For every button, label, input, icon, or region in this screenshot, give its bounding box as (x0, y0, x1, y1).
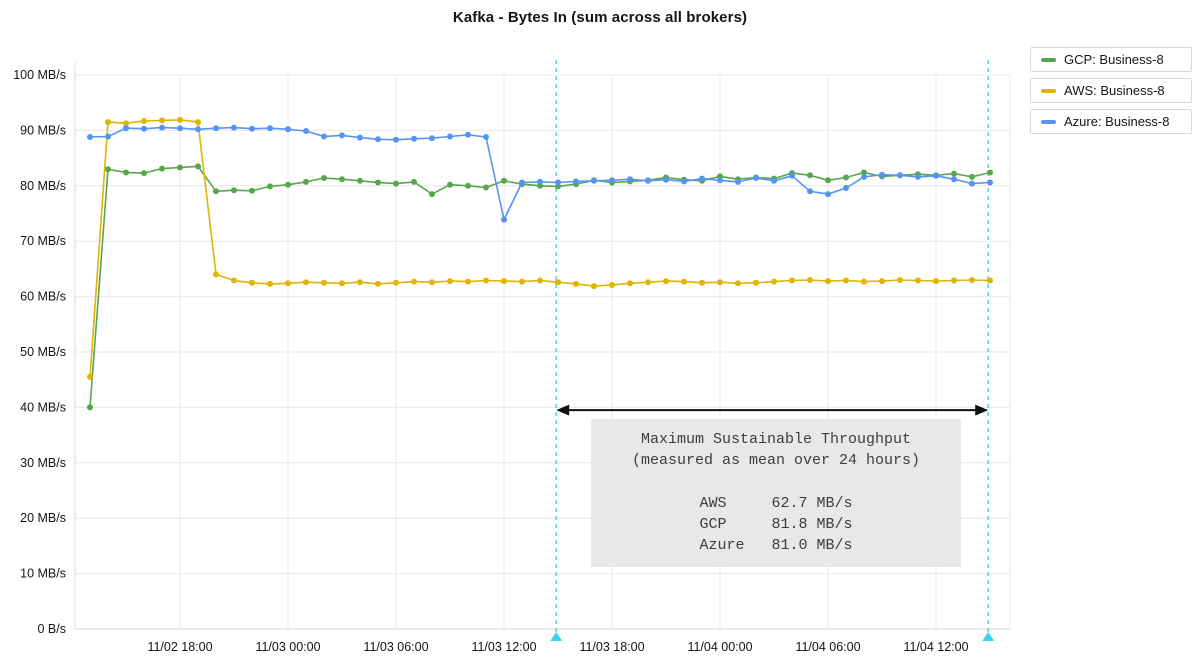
annotation-text: Maximum Sustainable Throughput (measured… (631, 431, 921, 555)
svg-text:100 MB/s: 100 MB/s (13, 68, 66, 82)
legend-swatch-azure-icon (1041, 119, 1056, 124)
svg-text:11/04 12:00: 11/04 12:00 (903, 640, 968, 654)
annotation-window-markers[interactable] (550, 60, 995, 641)
series-aws[interactable] (87, 116, 993, 380)
annotation-marker-triangle-icon (550, 632, 563, 641)
legend-label-azure: Azure: Business-8 (1064, 114, 1170, 129)
svg-text:10 MB/s: 10 MB/s (20, 567, 66, 581)
annotation-marker-triangle-icon (982, 632, 995, 641)
annotation-box: Maximum Sustainable Throughput (measured… (591, 419, 961, 567)
legend-item-gcp[interactable]: GCP: Business-8 (1030, 47, 1192, 72)
svg-text:11/04 06:00: 11/04 06:00 (795, 640, 860, 654)
svg-text:30 MB/s: 30 MB/s (20, 456, 66, 470)
svg-text:70 MB/s: 70 MB/s (20, 234, 66, 248)
measurement-arrow (556, 404, 989, 416)
legend-label-gcp: GCP: Business-8 (1064, 52, 1164, 67)
series-gcp[interactable] (87, 163, 993, 411)
svg-text:11/03 06:00: 11/03 06:00 (363, 640, 428, 654)
legend-label-aws: AWS: Business-8 (1064, 83, 1165, 98)
svg-text:11/04 00:00: 11/04 00:00 (687, 640, 752, 654)
svg-text:90 MB/s: 90 MB/s (20, 123, 66, 137)
series-azure[interactable] (87, 124, 993, 223)
legend-swatch-aws-icon (1041, 88, 1056, 93)
svg-text:11/03 12:00: 11/03 12:00 (471, 640, 536, 654)
svg-text:0 B/s: 0 B/s (38, 622, 67, 636)
svg-text:11/03 00:00: 11/03 00:00 (255, 640, 320, 654)
legend-item-azure[interactable]: Azure: Business-8 (1030, 109, 1192, 134)
legend-item-aws[interactable]: AWS: Business-8 (1030, 78, 1192, 103)
svg-text:40 MB/s: 40 MB/s (20, 400, 66, 414)
svg-text:50 MB/s: 50 MB/s (20, 345, 66, 359)
svg-text:11/03 18:00: 11/03 18:00 (579, 640, 644, 654)
legend-swatch-gcp-icon (1041, 57, 1056, 62)
svg-text:60 MB/s: 60 MB/s (20, 290, 66, 304)
chart-title: Kafka - Bytes In (sum across all brokers… (452, 9, 748, 26)
axis-labels: 0 B/s 10 MB/s 20 MB/s 30 MB/s 40 MB/s 50 MB/s… (13, 68, 968, 654)
legend: GCP: Business-8 AWS: Business-8 Azure: B… (1030, 47, 1192, 134)
svg-text:20 MB/s: 20 MB/s (20, 511, 66, 525)
svg-text:11/02 18:00: 11/02 18:00 (147, 640, 212, 654)
svg-text:80 MB/s: 80 MB/s (20, 179, 66, 193)
